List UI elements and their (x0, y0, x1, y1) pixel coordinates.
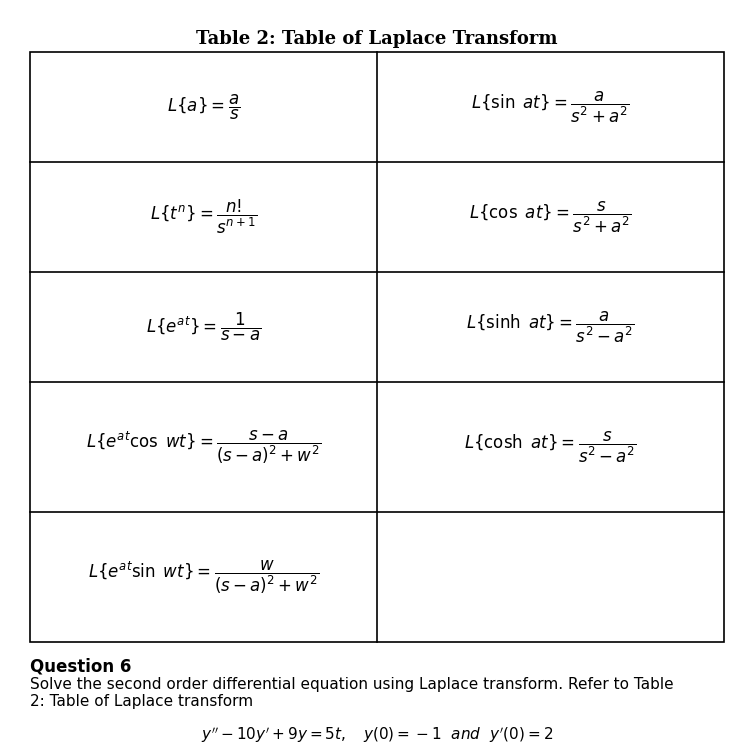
Text: $L\left\{ a \right\}= \dfrac{a}{s}$: $L\left\{ a \right\}= \dfrac{a}{s}$ (167, 92, 240, 122)
Text: $L\left\{ e^{at} \right\}= \dfrac{1}{s - a}$: $L\left\{ e^{at} \right\}= \dfrac{1}{s -… (146, 311, 261, 343)
Text: $L\left\{ \cosh\ at \right\}= \dfrac{s}{s^2 - a^2}$: $L\left\{ \cosh\ at \right\}= \dfrac{s}{… (464, 429, 637, 465)
Text: $y'' - 10y' + 9y = 5t, \quad y(0) = -1\ \ and\ \ y'(0) = 2$: $y'' - 10y' + 9y = 5t, \quad y(0) = -1\ … (201, 725, 553, 745)
Text: $L\left\{ \sin\ at \right\}= \dfrac{a}{s^2 + a^2}$: $L\left\{ \sin\ at \right\}= \dfrac{a}{s… (471, 89, 630, 124)
Text: Table 2: Table of Laplace Transform: Table 2: Table of Laplace Transform (196, 30, 558, 48)
Text: $L\left\{ \sinh\ at \right\}= \dfrac{a}{s^2 - a^2}$: $L\left\{ \sinh\ at \right\}= \dfrac{a}{… (466, 309, 635, 345)
Text: $L\left\{ e^{at} \sin\ wt \right\}= \dfrac{w}{(s-a)^2 + w^2}$: $L\left\{ e^{at} \sin\ wt \right\}= \dfr… (88, 558, 319, 596)
Text: Solve the second order differential equation using Laplace transform. Refer to T: Solve the second order differential equa… (30, 677, 673, 710)
Text: $L\left\{ t^n \right\}= \dfrac{n!}{s^{n+1}}$: $L\left\{ t^n \right\}= \dfrac{n!}{s^{n+… (150, 198, 257, 236)
Text: Question 6: Question 6 (30, 657, 131, 675)
Text: $L\left\{ \cos\ at \right\}= \dfrac{s}{s^2 + a^2}$: $L\left\{ \cos\ at \right\}= \dfrac{s}{s… (469, 200, 632, 235)
Bar (30, 52, 724, 642)
Text: $L\left\{ e^{at} \cos\ wt \right\}= \dfrac{s - a}{(s-a)^2 + w^2}$: $L\left\{ e^{at} \cos\ wt \right\}= \dfr… (86, 428, 321, 466)
